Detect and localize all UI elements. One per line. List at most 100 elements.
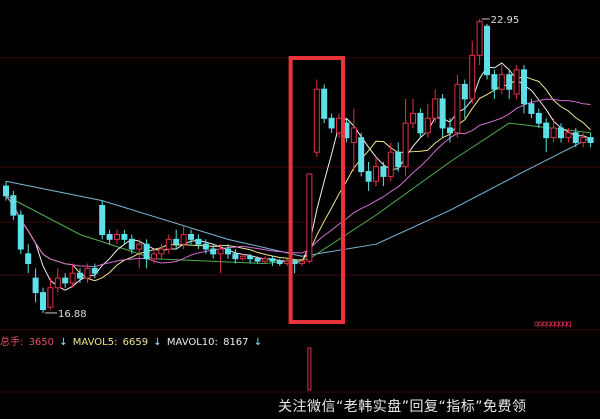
candle-up	[54, 277, 61, 289]
down-arrow-icon: ↓	[253, 337, 263, 348]
candle-up	[313, 88, 320, 153]
candle-up	[47, 287, 54, 308]
mavol10-value: 8167	[223, 337, 249, 348]
candle-up	[336, 117, 342, 134]
mavol10-label: MAVOL10:	[166, 337, 218, 348]
candle-down	[558, 127, 564, 139]
candle-down	[543, 122, 550, 139]
candle-up	[69, 272, 76, 284]
candle-down	[484, 25, 490, 76]
candle-up	[469, 54, 476, 100]
candle-down	[528, 103, 535, 114]
candle-down	[10, 195, 17, 216]
candle-down	[225, 248, 231, 255]
candle-up	[550, 127, 557, 139]
candle-down	[461, 83, 468, 100]
candle-down	[328, 117, 335, 129]
candle-up	[180, 233, 187, 245]
candle-down	[106, 233, 113, 240]
ma5-line	[5, 62, 591, 291]
candle-up	[165, 238, 172, 250]
candle-down	[232, 253, 239, 260]
volume-legend: 总手: 3650 ↓ MAVOL5: 6659 ↓ MAVOL10: 8167 …	[0, 333, 264, 348]
candle-down	[254, 258, 261, 262]
down-arrow-icon: ↓	[153, 337, 162, 348]
candle-down	[99, 204, 106, 235]
candle-down	[3, 185, 9, 197]
candle-up	[387, 151, 394, 177]
candle-up	[498, 74, 505, 90]
candle-up	[402, 122, 409, 168]
candle-up	[373, 166, 379, 182]
candle-up	[158, 248, 165, 255]
candle-down	[62, 277, 69, 284]
candle-down	[195, 238, 202, 245]
long-ma-line	[5, 122, 591, 265]
candle-up	[454, 83, 461, 134]
candle-down	[276, 260, 283, 265]
candle-up	[580, 137, 587, 143]
candle-up	[151, 253, 157, 260]
low-price-label: 16.88	[58, 309, 87, 320]
candle-down	[572, 132, 579, 143]
candle-down	[121, 233, 128, 240]
candle-up	[432, 98, 439, 119]
candle-down	[143, 243, 150, 260]
candle-down	[365, 171, 372, 182]
candle-up	[239, 255, 246, 260]
highlight-box	[288, 56, 346, 324]
candle-up	[476, 20, 483, 56]
candle-down	[247, 255, 254, 260]
candle-down	[291, 260, 298, 265]
candle-down	[17, 214, 24, 250]
candle-down	[447, 127, 453, 134]
indicator-marker-text: qqqqqqqqq	[534, 319, 572, 328]
candle-down	[32, 277, 39, 294]
candle-up	[513, 69, 520, 95]
total-volume-label: 总手:	[0, 337, 24, 348]
candle-up	[565, 132, 572, 139]
candle-down	[417, 112, 424, 134]
candle-up	[350, 127, 357, 143]
candle-up	[114, 233, 120, 240]
candle-down	[77, 272, 83, 279]
candle-down	[128, 238, 135, 250]
long-ma-line	[5, 137, 591, 257]
ma10-line	[5, 75, 591, 282]
candle-up	[262, 258, 268, 262]
ma20-line	[5, 98, 591, 268]
candle-down	[25, 253, 32, 265]
watermark-text: 关注微信“老韩实盘”回复“指标”免费领	[278, 399, 527, 415]
candle-up	[306, 173, 313, 262]
candle-down	[269, 258, 276, 262]
candle-down	[210, 248, 217, 255]
candle-down	[521, 69, 527, 105]
candle-down	[439, 98, 446, 129]
candle-up	[424, 117, 431, 134]
candle-down	[173, 238, 180, 245]
candle-down	[380, 166, 387, 177]
candle-up	[84, 267, 91, 279]
candle-up	[217, 248, 224, 255]
candle-down	[587, 137, 594, 143]
high-price-label: 22.95	[491, 15, 520, 26]
candle-up	[136, 243, 143, 250]
candle-down	[395, 151, 402, 168]
candle-down	[202, 243, 209, 250]
total-volume-value: 3650	[28, 337, 55, 348]
candle-down	[91, 267, 98, 274]
candle-up	[410, 112, 416, 124]
mavol5-value: 6659	[122, 337, 149, 348]
candle-up	[299, 260, 305, 265]
mavol5-label: MAVOL5:	[72, 337, 118, 348]
candle-down	[506, 74, 513, 90]
candle-down	[358, 137, 365, 173]
candle-down	[535, 112, 542, 124]
volume-bar	[307, 347, 312, 391]
down-arrow-icon: ↓	[59, 337, 68, 348]
candle-down	[491, 74, 498, 90]
candle-down	[40, 292, 46, 311]
candle-down	[321, 88, 328, 119]
